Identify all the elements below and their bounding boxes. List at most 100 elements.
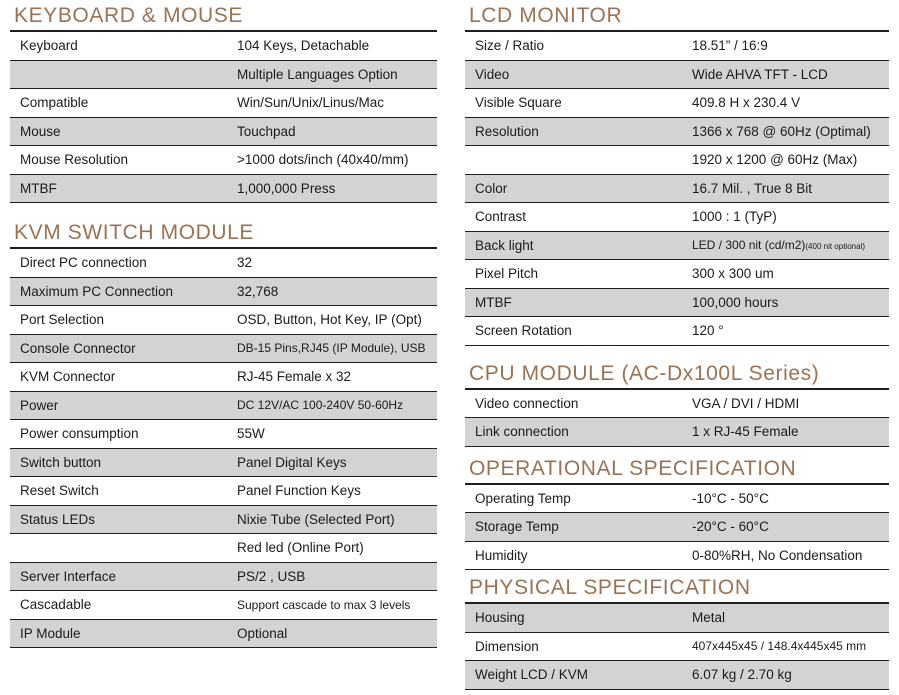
table-row: Switch button Panel Digital Keys — [10, 448, 437, 477]
table-row: Resolution 1366 x 768 @ 60Hz (Optimal) — [465, 117, 889, 146]
table-row: Compatible Win/Sun/Unix/Linus/Mac — [10, 89, 437, 118]
table-row: MTBF 100,000 hours — [465, 288, 889, 317]
row-value: 407x445x45 / 148.4x445x45 mm — [692, 639, 867, 654]
table-row: Screen Rotation 120 ° — [465, 317, 889, 346]
row-value: 18.51” / 16:9 — [692, 38, 768, 54]
row-label: Back light — [475, 237, 534, 253]
row-value: -10°C - 50°C — [692, 490, 769, 506]
section-title: KEYBOARD & MOUSE — [10, 2, 437, 32]
row-label: Color — [475, 180, 508, 196]
row-value: Red led (Online Port) — [237, 540, 364, 556]
row-label: Humidity — [475, 547, 528, 563]
table-row: Direct PC connection 32 — [10, 249, 437, 278]
table-row: Maximum PC Connection 32,768 — [10, 277, 437, 306]
table-row: 1920 x 1200 @ 60Hz (Max) — [465, 146, 889, 175]
table-row: Housing Metal — [465, 604, 889, 633]
row-label: Storage Temp — [475, 519, 559, 535]
section-rows: Keyboard 104 Keys, Detachable Multiple L… — [10, 32, 437, 203]
row-value: VGA / DVI / HDMI — [692, 395, 800, 411]
row-label: MTBF — [20, 180, 57, 196]
row-label: Operating Temp — [475, 490, 571, 506]
row-value-suffix: (400 nit optional) — [805, 242, 865, 252]
spec-section: KVM SWITCH MODULE Direct PC connection 3… — [10, 219, 437, 648]
row-value: Optional — [237, 625, 288, 641]
row-label: Screen Rotation — [475, 323, 572, 339]
row-value: Panel Digital Keys — [237, 454, 347, 470]
row-label: Resolution — [475, 123, 539, 139]
table-row: Link connection 1 x RJ-45 Female — [465, 418, 889, 447]
row-value: Nixie Tube (Selected Port) — [237, 511, 395, 527]
row-value: 104 Keys, Detachable — [237, 38, 370, 54]
table-row: KVM Connector RJ-45 Female x 32 — [10, 363, 437, 392]
row-label: KVM Connector — [20, 369, 116, 385]
row-label: Power — [20, 397, 59, 413]
row-label: Cascadable — [20, 597, 92, 613]
row-value: >1000 dots/inch (40x40/mm) — [237, 152, 409, 168]
row-value: 1 x RJ-45 Female — [692, 424, 799, 440]
row-label: Console Connector — [20, 340, 136, 356]
table-row: Weight LCD / KVM 6.07 kg / 2.70 kg — [465, 661, 889, 690]
row-label: Pixel Pitch — [475, 266, 539, 282]
table-row: Server Interface PS/2 , USB — [10, 562, 437, 591]
row-value: 1920 x 1200 @ 60Hz (Max) — [692, 152, 858, 168]
table-row: MTBF 1,000,000 Press — [10, 174, 437, 203]
row-label: Dimension — [475, 638, 539, 654]
row-label: Weight LCD / KVM — [475, 667, 589, 683]
spec-section: LCD MONITOR Size / Ratio 18.51” / 16:9 V… — [465, 2, 889, 346]
row-label: Keyboard — [20, 38, 78, 54]
table-row: Contrast 1000 : 1 (TyP) — [465, 203, 889, 232]
left-column: KEYBOARD & MOUSE Keyboard 104 Keys, Deta… — [10, 0, 437, 648]
table-row: Keyboard 104 Keys, Detachable — [10, 32, 437, 61]
row-value: Wide AHVA TFT - LCD — [692, 66, 828, 82]
row-label: Server Interface — [20, 568, 117, 584]
row-value: 1000 : 1 (TyP) — [692, 209, 777, 225]
table-row: Power DC 12V/AC 100-240V 50-60Hz — [10, 391, 437, 420]
table-row: Console Connector DB-15 Pins,RJ45 (IP Mo… — [10, 334, 437, 363]
section-title: CPU MODULE (AC-Dx100L Series) — [465, 360, 889, 390]
table-row: Humidity 0-80%RH, No Condensation — [465, 541, 889, 570]
table-row: Video Wide AHVA TFT - LCD — [465, 60, 889, 89]
row-value: 16.7 Mil. , True 8 Bit — [692, 180, 813, 196]
table-row: Storage Temp -20°C - 60°C — [465, 513, 889, 542]
table-row: IP Module Optional — [10, 619, 437, 648]
spec-section: CPU MODULE (AC-Dx100L Series) Video conn… — [465, 360, 889, 447]
section-title: LCD MONITOR — [465, 2, 889, 32]
row-value: 1,000,000 Press — [237, 180, 336, 196]
section-rows: Housing Metal Dimension 407x445x45 / 148… — [465, 604, 889, 690]
row-value: 0-80%RH, No Condensation — [692, 547, 863, 563]
row-label: Switch button — [20, 454, 102, 470]
row-value: 55W — [237, 426, 265, 442]
row-label: Compatible — [20, 95, 89, 111]
table-row: Pixel Pitch 300 x 300 um — [465, 260, 889, 289]
row-label: Status LEDs — [20, 511, 96, 527]
row-value: 120 ° — [692, 323, 724, 339]
row-value: 6.07 kg / 2.70 kg — [692, 667, 792, 683]
table-row: Mouse Resolution >1000 dots/inch (40x40/… — [10, 146, 437, 175]
row-value: RJ-45 Female x 32 — [237, 369, 352, 385]
spec-section: KEYBOARD & MOUSE Keyboard 104 Keys, Deta… — [10, 2, 437, 203]
row-value: DC 12V/AC 100-240V 50-60Hz — [237, 398, 404, 413]
section-rows: Operating Temp -10°C - 50°C Storage Temp… — [465, 484, 889, 570]
table-row: Dimension 407x445x45 / 148.4x445x45 mm — [465, 632, 889, 661]
row-label: Reset Switch — [20, 483, 99, 499]
row-value: 32,768 — [237, 283, 279, 299]
table-row: Status LEDs Nixie Tube (Selected Port) — [10, 505, 437, 534]
row-value: Win/Sun/Unix/Linus/Mac — [237, 95, 385, 111]
row-value: Metal — [692, 610, 726, 626]
table-row: Power consumption 55W — [10, 420, 437, 449]
section-rows: Size / Ratio 18.51” / 16:9 Video Wide AH… — [465, 32, 889, 346]
row-label: Maximum PC Connection — [20, 283, 174, 299]
table-row: Size / Ratio 18.51” / 16:9 — [465, 32, 889, 61]
spec-section: PHYSICAL SPECIFICATION Housing Metal Dim… — [465, 574, 889, 690]
table-row: Multiple Languages Option — [10, 60, 437, 89]
table-row: Red led (Online Port) — [10, 534, 437, 563]
row-value: 100,000 hours — [692, 294, 779, 310]
section-title: PHYSICAL SPECIFICATION — [465, 574, 889, 604]
row-label: Video — [475, 66, 510, 82]
table-row: Mouse Touchpad — [10, 117, 437, 146]
row-value: LED / 300 nit (cd/m2)(400 nit optional) — [692, 238, 865, 253]
row-value: OSD, Button, Hot Key, IP (Opt) — [237, 312, 422, 328]
row-label: Direct PC connection — [20, 255, 147, 271]
section-title: KVM SWITCH MODULE — [10, 219, 437, 249]
row-label: Contrast — [475, 209, 527, 225]
